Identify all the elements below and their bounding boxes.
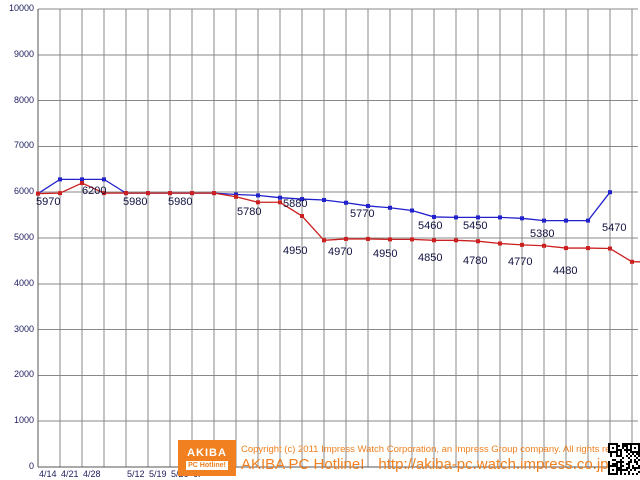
- akiba-footer-banner: AKIBA PC Hotline! Copyright (c) 2011 Imp…: [178, 440, 640, 478]
- data-point-min: [124, 191, 128, 196]
- x-tick-label: 4/14: [39, 469, 57, 479]
- data-point-min: [168, 191, 172, 196]
- data-point-max: [58, 177, 62, 182]
- data-value-label: 5880: [283, 198, 308, 210]
- y-tick-label: 0: [28, 461, 34, 471]
- data-value-label: 4970: [328, 246, 353, 258]
- data-point-min: [36, 191, 40, 196]
- x-tick-label: 5/19: [149, 469, 167, 479]
- data-point-max: [300, 197, 304, 202]
- data-point-max: [322, 197, 326, 202]
- data-point-max: [278, 195, 282, 200]
- y-tick-label: 9000: [13, 48, 34, 59]
- data-value-label: 4850: [418, 252, 443, 264]
- data-value-label: 4770: [508, 256, 533, 268]
- data-point-max: [542, 218, 546, 223]
- data-point-max: [432, 214, 436, 219]
- data-point-min: [58, 191, 62, 196]
- x-tick-label: 5/12: [127, 469, 145, 479]
- data-point-min: [564, 246, 568, 251]
- data-point-max: [498, 215, 502, 220]
- brand-name: AKIBA PC Hotline!: [241, 456, 365, 473]
- data-value-label: 5980: [168, 196, 193, 208]
- y-tick-label: 1000: [13, 415, 34, 426]
- data-value-label: 5460: [418, 220, 443, 232]
- data-point-max: [102, 177, 106, 182]
- data-value-label: 4950: [373, 248, 398, 260]
- data-point-min: [432, 238, 436, 243]
- data-point-max: [256, 193, 260, 198]
- data-value-label: 4780: [463, 255, 488, 267]
- data-point-min: [256, 200, 260, 205]
- copyright-notice: Copyright (c) 2011 Impress Watch Corpora…: [241, 444, 640, 455]
- data-point-max: [454, 215, 458, 220]
- data-point-min: [542, 243, 546, 248]
- y-tick-label: 3000: [13, 323, 34, 334]
- y-tick-label: 5000: [13, 232, 34, 242]
- data-point-min: [630, 259, 634, 264]
- data-point-max: [564, 218, 568, 223]
- akiba-logo: AKIBA PC Hotline!: [178, 440, 236, 476]
- data-value-label: 5780: [237, 206, 262, 218]
- data-point-min: [520, 242, 524, 247]
- y-tick-label: 10000: [8, 3, 34, 13]
- brand-and-url: AKIBA PC Hotline! http://akiba-pc.watch.i…: [241, 456, 640, 474]
- data-point-max: [410, 208, 414, 213]
- y-tick-label: 7000: [13, 140, 34, 151]
- data-point-min: [146, 191, 150, 196]
- data-point-min: [586, 246, 590, 251]
- data-point-min: [454, 238, 458, 243]
- data-point-min: [476, 239, 480, 244]
- data-point-max: [366, 203, 370, 208]
- footer-text-block: Copyright (c) 2011 Impress Watch Corpora…: [236, 440, 640, 478]
- data-point-max: [234, 192, 238, 197]
- data-point-max: [344, 200, 348, 205]
- data-value-label: 4950: [283, 245, 308, 257]
- data-value-label: 5470: [602, 222, 627, 234]
- data-point-min: [190, 191, 194, 196]
- data-point-min: [212, 191, 216, 196]
- y-tick-label: 6000: [13, 186, 34, 197]
- x-tick-label: 4/28: [83, 469, 101, 479]
- data-point-min: [300, 214, 304, 219]
- data-point-max: [388, 205, 392, 210]
- data-point-min: [234, 194, 238, 199]
- akiba-logo-word: AKIBA: [187, 446, 227, 459]
- data-point-max: [586, 218, 590, 223]
- data-value-label: 5770: [350, 208, 375, 220]
- qr-code-icon: [608, 443, 640, 475]
- y-tick-label: 8000: [13, 94, 34, 105]
- data-point-min: [366, 236, 370, 241]
- data-point-min: [344, 236, 348, 241]
- data-point-min: [498, 241, 502, 246]
- data-value-label: 5380: [530, 228, 555, 240]
- data-point-min: [410, 237, 414, 242]
- data-point-max: [80, 177, 84, 182]
- data-point-min: [102, 191, 106, 196]
- data-value-label: 5970: [36, 196, 61, 208]
- data-value-label: 6200: [82, 185, 107, 197]
- data-point-min: [278, 200, 282, 205]
- y-tick-label: 4000: [13, 277, 34, 288]
- data-point-min: [322, 238, 326, 243]
- data-point-min: [80, 181, 84, 186]
- data-value-label: 5450: [463, 220, 488, 232]
- data-value-label: 5980: [123, 196, 148, 208]
- data-point-min: [388, 237, 392, 242]
- data-point-max: [476, 215, 480, 220]
- data-value-label: 4480: [553, 265, 578, 277]
- akiba-logo-subtitle: PC Hotline!: [186, 460, 228, 470]
- y-tick-label: 2000: [13, 369, 34, 380]
- data-point-max: [608, 190, 612, 195]
- x-tick-label: 4/21: [61, 469, 79, 479]
- data-point-min: [608, 246, 612, 251]
- data-point-max: [520, 216, 524, 221]
- site-url[interactable]: http://akiba-pc.watch.impress.co.jp/: [378, 456, 613, 473]
